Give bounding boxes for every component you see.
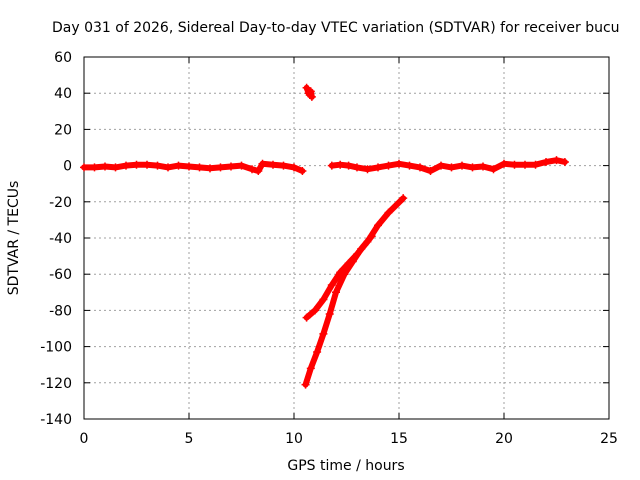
data-point [363,165,372,174]
data-point [258,159,267,168]
data-point [311,306,319,315]
y-tick-label: -40 [49,231,72,247]
x-tick-label: 25 [600,431,618,447]
data-point [340,270,349,279]
data-point [101,162,109,171]
data-point [353,163,361,172]
data-point [313,348,322,357]
data-point [306,87,315,96]
data-point [174,161,183,170]
data-point [319,329,328,338]
series-baseline-late [327,156,569,176]
series-descent-lower [301,232,376,389]
data-series [80,83,569,389]
data-point [195,163,204,172]
data-point [399,194,408,203]
data-point [521,160,529,169]
x-tick-label: 10 [285,431,303,447]
data-point [357,244,366,253]
data-point [437,161,445,170]
data-point [290,163,298,172]
data-point [185,162,193,171]
data-point [122,161,130,170]
data-point [307,92,316,101]
data-point [479,162,487,171]
data-point [416,163,424,172]
series-spike-high [302,83,316,101]
data-point [344,161,353,170]
data-point [269,160,277,169]
data-point [302,313,311,322]
data-point [90,163,99,172]
data-point [327,161,336,170]
data-point [319,295,328,304]
data-point [468,163,477,172]
data-point [531,160,540,169]
data-point [306,364,315,373]
data-point [510,160,519,169]
data-point [153,161,162,170]
data-point [279,161,288,170]
data-point [336,160,345,169]
data-point [111,163,120,172]
y-tick-label: -60 [49,267,72,283]
y-tick-label: -100 [40,340,72,356]
x-axis: 0 5 10 15 20 25 [80,57,618,447]
y-tick-label: 20 [54,122,72,138]
y-tick-label: -80 [49,303,72,319]
y-tick-label: -120 [40,376,72,392]
series-baseline-early [80,159,307,176]
data-point [458,161,466,170]
data-point [447,163,456,172]
data-point [384,208,393,217]
data-point [248,165,256,174]
data-point [426,167,435,176]
data-point [325,310,334,319]
data-point [384,161,393,170]
y-tick-label: 60 [54,50,72,66]
data-point [542,157,550,166]
data-point [132,160,141,169]
y-tick-label: 0 [63,159,72,175]
data-point [489,165,498,174]
series-trace [302,233,375,388]
data-point [327,281,336,290]
x-tick-label: 15 [390,431,408,447]
data-point [80,163,88,172]
x-tick-label: 20 [495,431,513,447]
chart-title: Day 031 of 2026, Sidereal Day-to-day VTE… [52,20,620,36]
data-point [500,159,508,168]
data-point [237,161,246,170]
data-point [164,163,172,172]
y-axis-label: SDTVAR / TECUs [6,181,22,296]
data-point [143,160,151,169]
data-point [374,221,382,230]
data-point [552,156,561,165]
data-point [560,157,569,166]
data-point [206,164,214,173]
data-point [395,159,403,168]
data-point [405,161,414,170]
grid [84,57,609,419]
x-tick-label: 0 [80,431,89,447]
data-point [216,163,225,172]
y-tick-label: -20 [49,195,72,211]
y-tick-label: 40 [54,86,72,102]
data-point [367,232,376,241]
data-point [254,167,263,176]
data-point [348,257,357,266]
data-point [302,83,311,92]
data-point [374,163,382,172]
x-axis-label: GPS time / hours [287,458,404,474]
x-tick-label: 5 [185,431,194,447]
data-point [227,162,235,171]
data-point [298,167,307,176]
data-point [332,288,340,297]
y-tick-label: -140 [40,412,72,428]
data-point [301,380,310,389]
y-axis: 60 40 20 0 -20 -40 -60 -80 -100 -120 -140 [40,50,609,428]
